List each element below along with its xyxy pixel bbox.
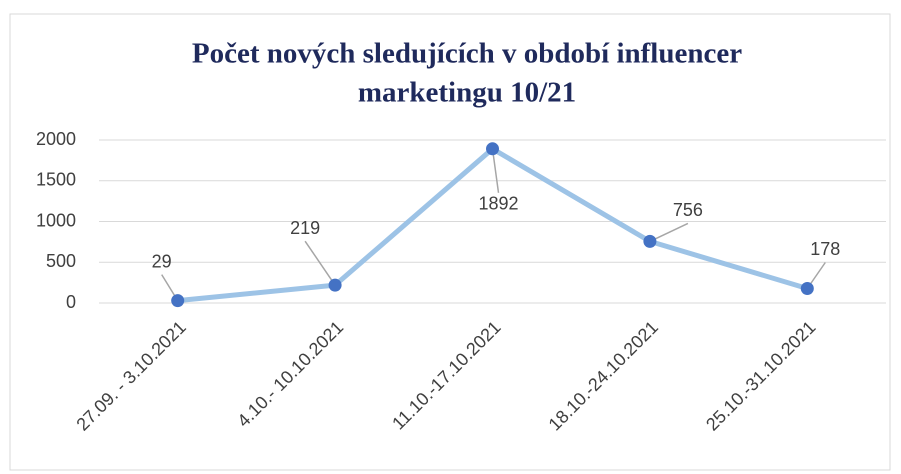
chart-title: Počet nových sledujících v období influe… [192, 38, 742, 70]
y-tick-label: 1500 [36, 170, 76, 190]
marker [328, 278, 342, 292]
data-label: 178 [810, 239, 840, 259]
marker [486, 142, 499, 156]
data-label: 756 [673, 200, 703, 220]
marker [643, 234, 657, 248]
data-label: 219 [290, 218, 320, 238]
leader-line [649, 222, 689, 243]
leader-line [304, 240, 336, 286]
marker [171, 294, 185, 308]
y-tick-label: 500 [46, 251, 76, 271]
y-tick-label: 1000 [36, 210, 76, 230]
data-label: 29 [152, 251, 172, 271]
y-tick-label: 0 [66, 292, 76, 312]
chart-title: marketingu 10/21 [358, 77, 576, 109]
data-label: 1892 [478, 194, 518, 214]
y-tick-label: 2000 [36, 129, 76, 149]
chart-border [9, 13, 891, 471]
marker [800, 281, 814, 295]
leader-line [491, 148, 500, 193]
